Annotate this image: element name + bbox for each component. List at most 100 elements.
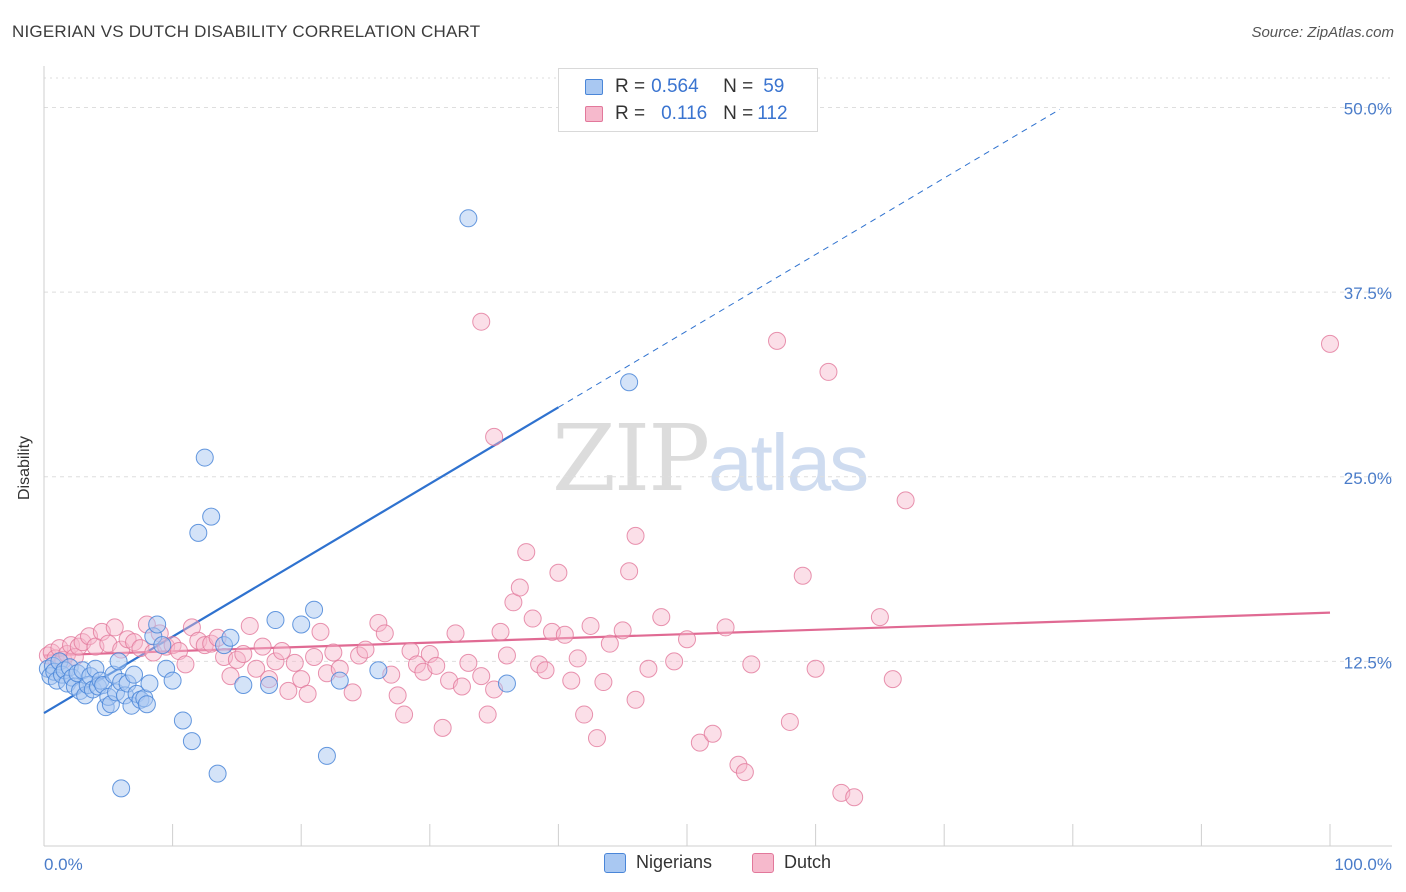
nigerians-point [163,671,182,690]
dutch-point [240,616,259,635]
nigerians-point [330,671,349,690]
x-tick-label: 100.0% [1334,855,1392,874]
dutch-point [575,705,594,724]
dutch-point [452,677,471,696]
y-tick-label: 37.5% [1344,284,1392,303]
x-tick-label: 0.0% [44,855,83,874]
dutch-point [497,646,516,665]
nigerians-point [497,674,516,693]
dutch-point [343,683,362,702]
dutch-point [600,634,619,653]
nigerians-trend-extension [558,108,1061,408]
trend-layer [43,108,1331,715]
dutch-point [665,652,684,671]
nigerians-point [148,615,167,634]
dutch-point [536,661,555,680]
legend-n-label: N = [723,76,754,97]
nigerians-point [620,373,639,392]
dutch-point [176,655,195,674]
dutch-point [433,718,452,737]
label-layer: 12.5% 25.0% 37.5% 50.0% 0.0% 100.0% [44,100,1392,874]
dutch-point [510,578,529,597]
legend-swatch-dutch [752,852,774,873]
dutch-point [793,566,812,585]
dutch-point [819,362,838,381]
y-tick-label: 50.0% [1344,100,1392,119]
dutch-point [555,625,574,644]
legend-n-value: 112 [757,103,788,124]
dutch-point [845,788,864,807]
nigerians-point [260,676,279,695]
dutch-point [388,686,407,705]
nigerians-point [208,764,227,783]
legend-item-dutch: Dutch [752,852,831,873]
dutch-point [652,608,671,627]
watermark-zip: ZIP [552,405,710,512]
dutch-point [478,705,497,724]
dutch-point [266,652,285,671]
grid-layer [44,77,1392,662]
legend-r-value: 0.564 [651,76,699,97]
nigerians-point [305,600,324,619]
dutch-point [234,645,253,663]
point-layer [38,209,1339,807]
legend-r-value: 0.116 [661,103,708,124]
dutch-point [485,427,504,446]
dutch-point [594,673,613,692]
dutch-point [883,670,902,689]
dutch-point [285,653,304,672]
dutch-point [272,642,291,661]
dutch-point [678,630,696,649]
legend-label-nigerians: Nigerians [636,852,713,872]
legend-swatch-dutch [585,106,603,122]
dutch-point [305,647,324,666]
dutch-point [253,637,272,656]
nigerians-point [109,652,128,671]
dutch-point [768,331,787,350]
nigerians-point [173,711,192,730]
legend-label-dutch: Dutch [784,852,832,872]
legend-swatch-nigerians [585,79,603,95]
dutch-point [247,659,266,678]
dutch-point [626,526,645,545]
nigerians-point [317,746,336,765]
dutch-point [870,608,889,627]
dutch-point [613,621,632,640]
dutch-point [549,563,568,582]
dutch-point [568,649,587,668]
dutch-point [395,705,414,724]
dutch-point [581,616,600,635]
dutch-point [298,684,317,703]
legend-row-nigerians: R = 0.564 N = 59 [585,75,784,99]
nigerians-point [195,448,214,467]
nigerians-point [140,674,159,693]
nigerians-point [153,636,172,655]
legend-item-nigerians: Nigerians [604,852,712,873]
dutch-point [472,667,491,686]
nigerians-point [292,615,311,634]
dutch-point [716,618,735,637]
dutch-point [356,640,375,659]
dutch-point [735,763,754,782]
dutch-point [742,655,761,674]
dutch-point [703,724,722,743]
nigerians-point [221,628,240,647]
dutch-point [523,609,542,628]
dutch-point [427,656,446,675]
dutch-trend-line [43,611,1331,657]
dutch-point [896,491,915,510]
dutch-point [62,636,81,655]
dutch-point [311,622,330,641]
dutch-point [279,681,298,700]
dutch-point [806,659,825,678]
dutch-point [562,671,581,690]
dutch-point [420,645,439,663]
watermark-atlas: atlas [708,418,869,507]
dutch-point [369,613,388,632]
y-tick-label: 12.5% [1344,653,1392,672]
dutch-point [690,733,709,752]
nigerians-point [369,661,388,680]
nigerians-point [137,695,156,714]
legend-r-label: R = [615,76,646,97]
